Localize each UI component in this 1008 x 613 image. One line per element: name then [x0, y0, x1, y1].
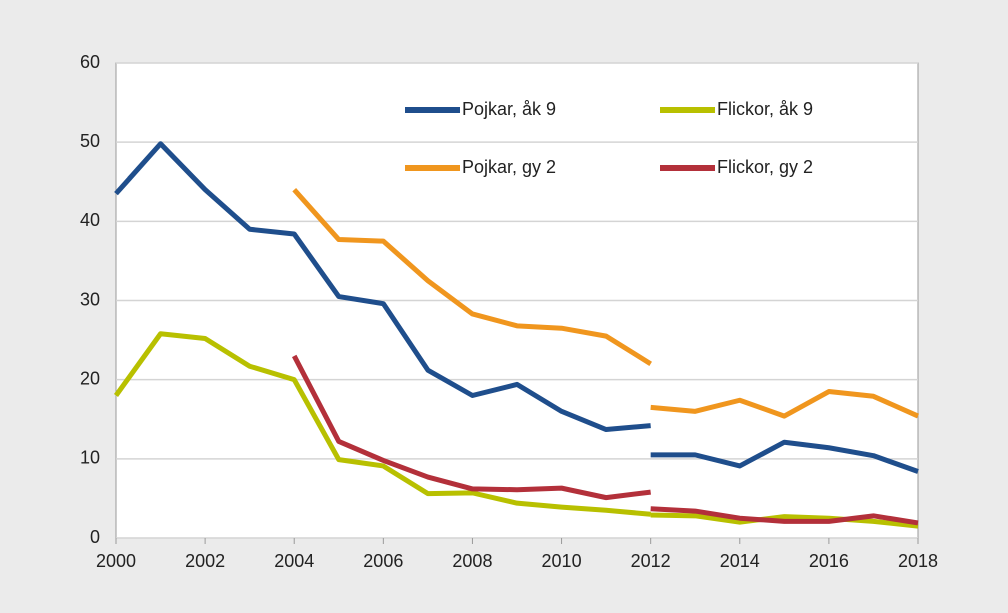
y-tick-label: 20 — [80, 368, 100, 388]
series-line — [114, 141, 919, 474]
legend-label: Pojkar, åk 9 — [462, 99, 556, 119]
y-tick-label: 0 — [90, 527, 100, 547]
x-tick-label: 2012 — [631, 551, 671, 571]
y-tick-label: 10 — [80, 448, 100, 468]
y-tick-label: 60 — [80, 52, 100, 72]
x-tick-label: 2006 — [363, 551, 403, 571]
x-tick-label: 2008 — [452, 551, 492, 571]
series-line — [292, 188, 920, 419]
legend-label: Flickor, åk 9 — [717, 99, 813, 119]
y-tick-label: 40 — [80, 210, 100, 230]
x-tick-label: 2014 — [720, 551, 760, 571]
x-tick-label: 2018 — [898, 551, 938, 571]
x-tick-label: 2016 — [809, 551, 849, 571]
x-tick-label: 2002 — [185, 551, 225, 571]
x-tick-label: 2010 — [542, 551, 582, 571]
legend-label: Pojkar, gy 2 — [462, 157, 556, 177]
series-line — [292, 354, 919, 526]
y-tick-label: 30 — [80, 289, 100, 309]
y-tick-label: 50 — [80, 131, 100, 151]
legend-label: Flickor, gy 2 — [717, 157, 813, 177]
series-line — [113, 331, 919, 529]
x-tick-label: 2004 — [274, 551, 314, 571]
x-tick-label: 2000 — [96, 551, 136, 571]
